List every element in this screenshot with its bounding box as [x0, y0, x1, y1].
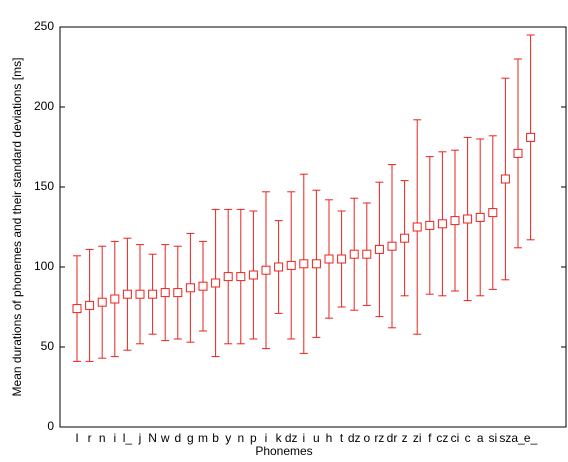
- x-tick-label: l_: [123, 431, 133, 445]
- x-tick-label: k: [276, 431, 283, 445]
- x-tick-label: n: [99, 431, 106, 445]
- x-tick-label: f: [428, 431, 432, 445]
- marker: [173, 288, 183, 298]
- x-tick-label: u: [313, 431, 320, 445]
- y-tick-label: 0: [47, 419, 54, 433]
- x-tick-label: cz: [436, 431, 448, 445]
- marker: [500, 174, 510, 184]
- marker: [311, 259, 321, 269]
- marker: [261, 265, 271, 275]
- marker: [211, 278, 221, 288]
- marker: [526, 132, 536, 142]
- marker: [513, 148, 523, 158]
- x-tick-label: g: [187, 431, 194, 445]
- marker: [148, 289, 158, 299]
- x-axis-label: Phonemes: [255, 444, 312, 458]
- y-tick-label: 100: [34, 259, 54, 273]
- x-tick-label: r: [88, 431, 92, 445]
- marker: [374, 244, 384, 254]
- x-tick-label: ci: [451, 431, 460, 445]
- x-tick-label: I: [75, 431, 78, 445]
- marker: [488, 208, 498, 218]
- x-tick-label: i: [302, 431, 305, 445]
- x-tick-label: N: [148, 431, 157, 445]
- marker: [475, 212, 485, 222]
- x-tick-label: d: [174, 431, 181, 445]
- x-tick-label: a_: [511, 431, 525, 445]
- marker: [324, 254, 334, 264]
- marker: [337, 254, 347, 264]
- x-tick-label: o: [363, 431, 370, 445]
- y-tick-label: 50: [41, 339, 55, 353]
- x-tick-label: h: [326, 431, 333, 445]
- y-tick-label: 250: [34, 19, 54, 33]
- marker: [412, 222, 422, 232]
- marker: [72, 304, 82, 314]
- marker: [349, 249, 359, 259]
- x-tick-label: m: [198, 431, 208, 445]
- marker: [122, 289, 132, 299]
- marker: [223, 272, 233, 282]
- x-tick-label: z: [402, 431, 408, 445]
- x-tick-label: a: [477, 431, 484, 445]
- marker: [97, 297, 107, 307]
- x-tick-label: dr: [387, 431, 398, 445]
- x-tick-label: c: [465, 431, 471, 445]
- x-tick-label: zi: [413, 431, 422, 445]
- x-tick-label: p: [250, 431, 257, 445]
- marker: [236, 272, 246, 282]
- x-tick-label: i: [113, 431, 116, 445]
- x-tick-label: w: [160, 431, 170, 445]
- marker: [387, 241, 397, 251]
- marker: [437, 219, 447, 229]
- y-tick-label: 150: [34, 179, 54, 193]
- marker: [299, 259, 309, 269]
- x-tick-label: rz: [374, 431, 384, 445]
- marker: [450, 216, 460, 226]
- marker: [135, 289, 145, 299]
- x-tick-label: dz: [285, 431, 298, 445]
- x-tick-label: e_: [524, 431, 538, 445]
- marker: [85, 300, 95, 310]
- marker: [400, 233, 410, 243]
- marker: [185, 283, 195, 293]
- marker: [286, 260, 296, 270]
- plot-frame: [59, 26, 567, 428]
- marker: [198, 281, 208, 291]
- x-tick-label: j: [138, 431, 142, 445]
- marker: [248, 270, 258, 280]
- x-tick-label: i: [265, 431, 268, 445]
- x-tick-label: sz: [499, 431, 511, 445]
- marker: [160, 288, 170, 298]
- marker: [463, 214, 473, 224]
- x-tick-label: t: [340, 431, 344, 445]
- y-tick-label: 200: [34, 99, 54, 113]
- marker: [110, 294, 120, 304]
- x-tick-label: y: [225, 431, 231, 445]
- marker: [274, 262, 284, 272]
- x-tick-label: n: [237, 431, 244, 445]
- y-axis-label: Mean durations of phonemes and their sta…: [10, 58, 24, 397]
- x-tick-label: dz: [348, 431, 361, 445]
- x-tick-label: si: [488, 431, 497, 445]
- marker: [362, 249, 372, 259]
- marker: [425, 220, 435, 230]
- x-tick-label: b: [212, 431, 219, 445]
